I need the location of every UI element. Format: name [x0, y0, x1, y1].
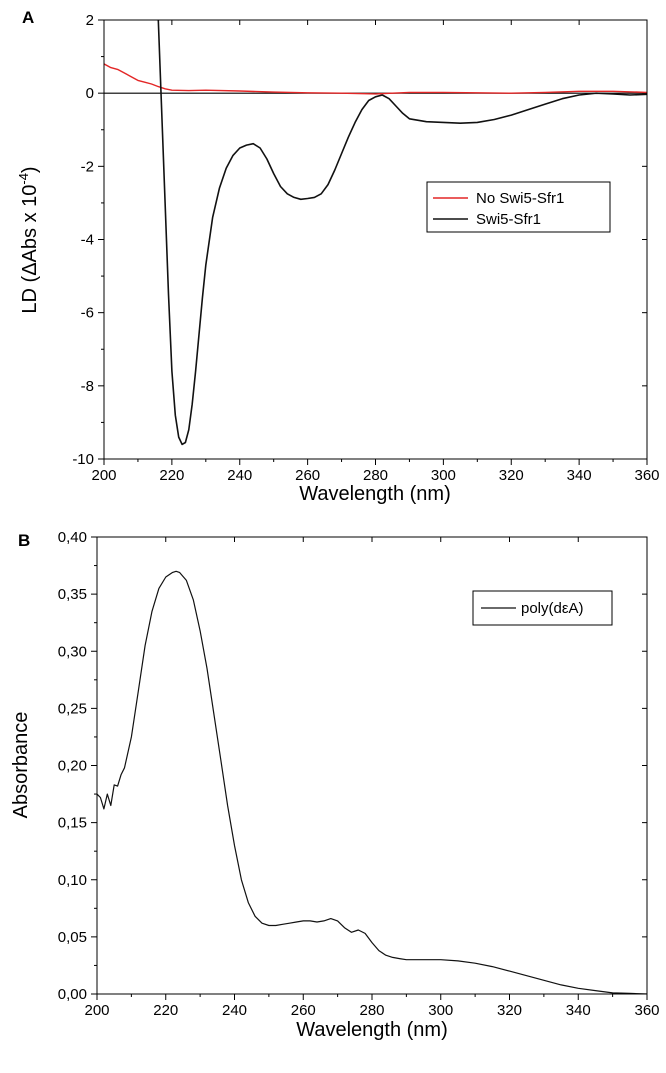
absorbance-x-axis-title: Wavelength (nm) — [296, 1019, 448, 1041]
absorbance-y-tick-label: 0,35 — [58, 586, 87, 603]
series-line-swi5-sfr1 — [157, 20, 647, 446]
ld-x-tick-label: 240 — [227, 467, 252, 484]
absorbance-y-tick-label: 0,15 — [58, 815, 87, 832]
ld-chart-panel-a: A LD (ΔAbs x 10-4) Wavelength (nm) 200 22… — [16, 8, 660, 505]
ld-y-tick-label: -8 — [81, 378, 94, 395]
legend-label-poly-dea: poly(dεA) — [521, 600, 584, 617]
ld-x-axis-title: Wavelength (nm) — [299, 483, 451, 505]
absorbance-y-tick-label: 0,20 — [58, 758, 87, 775]
ld-y-tick-label: -6 — [81, 305, 94, 322]
ld-y-axis-title: LD (ΔAbs x 10-4) — [16, 166, 41, 313]
ld-y-tick-label: -2 — [81, 158, 94, 175]
absorbance-x-tick-label: 260 — [291, 1002, 316, 1019]
ld-x-tick-label: 280 — [363, 467, 388, 484]
panel-a-letter: A — [22, 8, 34, 27]
legend-label-swi5-sfr1: Swi5-Sfr1 — [476, 211, 541, 228]
ld-y-tick-label: -10 — [72, 451, 94, 468]
absorbance-x-tick-label: 220 — [153, 1002, 178, 1019]
ld-x-tick-label: 300 — [431, 467, 456, 484]
ld-plot-frame — [103, 19, 648, 460]
legend-label-no-swi5-sfr1: No Swi5-Sfr1 — [476, 190, 564, 207]
ld-y-tick-label: 2 — [86, 12, 94, 29]
absorbance-plot-frame — [96, 536, 648, 995]
absorbance-y-tick-label: 0,40 — [58, 529, 87, 546]
absorbance-x-tick-label: 300 — [428, 1002, 453, 1019]
ld-x-tick-label: 260 — [295, 467, 320, 484]
absorbance-y-tick-label: 0,05 — [58, 929, 87, 946]
series-line-no-swi5-sfr1 — [104, 63, 647, 95]
absorbance-x-tick-label: 240 — [222, 1002, 247, 1019]
absorbance-y-tick-label: 0,00 — [58, 986, 87, 1003]
absorbance-y-tick-label: 0,30 — [58, 643, 87, 660]
absorbance-x-tick-label: 340 — [566, 1002, 591, 1019]
ld-x-tick-label: 320 — [499, 467, 524, 484]
ld-legend: No Swi5-Sfr1 Swi5-Sfr1 — [426, 181, 611, 233]
absorbance-y-tick-label: 0,25 — [58, 700, 87, 717]
ld-y-tick-label: -4 — [81, 232, 94, 249]
absorbance-x-tick-label: 280 — [359, 1002, 384, 1019]
absorbance-x-tick-label: 320 — [497, 1002, 522, 1019]
absorbance-y-tick-label: 0,10 — [58, 872, 87, 889]
absorbance-x-tick-label: 200 — [84, 1002, 109, 1019]
absorbance-chart-panel-b: B Absorbance Wavelength (nm) 200 220 240 26… — [10, 529, 660, 1041]
ld-legend-box — [426, 181, 611, 233]
ld-x-tick-label: 200 — [91, 467, 116, 484]
ld-y-tick-label: 0 — [86, 85, 94, 102]
absorbance-y-axis-title: Absorbance — [10, 712, 32, 819]
ld-x-tick-label: 220 — [159, 467, 184, 484]
panel-b-letter: B — [18, 531, 30, 550]
ld-x-tick-label: 360 — [634, 467, 659, 484]
ld-x-tick-label: 340 — [567, 467, 592, 484]
absorbance-legend: poly(dεA) — [472, 590, 613, 626]
series-line-poly-d-a — [97, 570, 647, 994]
absorbance-x-tick-label: 360 — [634, 1002, 659, 1019]
